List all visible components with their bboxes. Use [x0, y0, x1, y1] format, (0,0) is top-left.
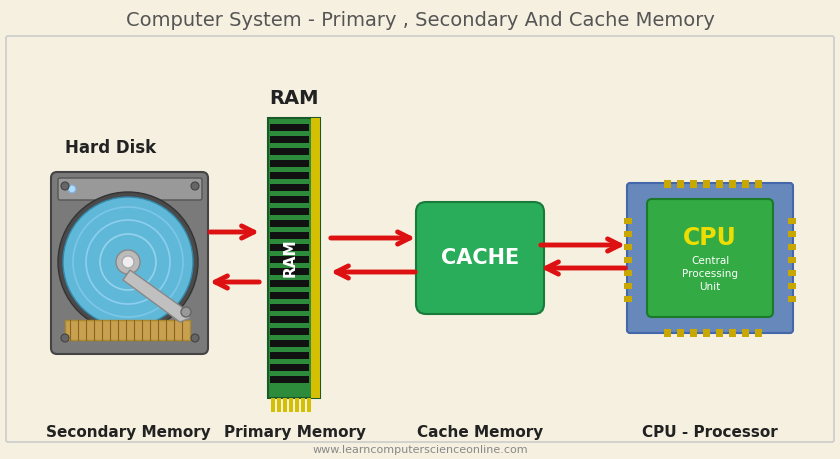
Bar [289, 398, 293, 412]
Bar [703, 180, 710, 188]
Circle shape [58, 192, 198, 332]
Bar [311, 118, 320, 398]
Circle shape [191, 182, 199, 190]
Text: Computer System - Primary , Secondary And Cache Memory: Computer System - Primary , Secondary An… [125, 11, 715, 29]
FancyBboxPatch shape [6, 36, 834, 442]
Bar [270, 172, 309, 179]
Bar [283, 398, 287, 412]
Bar [690, 329, 697, 337]
Bar [270, 160, 309, 167]
Polygon shape [123, 270, 190, 322]
Bar [271, 398, 275, 412]
Circle shape [191, 334, 199, 342]
FancyBboxPatch shape [58, 178, 202, 200]
Bar [624, 270, 632, 276]
Bar [270, 340, 309, 347]
Text: Cache Memory: Cache Memory [417, 425, 543, 440]
Text: RAM: RAM [270, 89, 318, 107]
Bar [270, 136, 309, 143]
Text: RAM: RAM [283, 239, 298, 277]
Bar [788, 218, 796, 224]
Bar [270, 376, 309, 383]
Bar [677, 180, 684, 188]
Bar [270, 364, 309, 371]
Bar [624, 296, 632, 302]
Bar [664, 329, 671, 337]
Bar [270, 256, 309, 263]
Text: Primary Memory: Primary Memory [224, 425, 366, 440]
Bar [755, 329, 762, 337]
FancyBboxPatch shape [416, 202, 544, 314]
Bar [788, 231, 796, 237]
Bar [729, 329, 736, 337]
Circle shape [61, 182, 69, 190]
Circle shape [116, 250, 140, 274]
Bar [270, 196, 309, 203]
Text: Central
Processing
Unit: Central Processing Unit [682, 256, 738, 292]
Circle shape [63, 197, 193, 327]
Bar [788, 244, 796, 250]
Bar [677, 329, 684, 337]
Bar [270, 316, 309, 323]
Text: www.learncomputerscienceonline.com: www.learncomputerscienceonline.com [312, 445, 528, 455]
Bar [270, 208, 309, 215]
Circle shape [181, 307, 191, 317]
Bar [301, 398, 305, 412]
Bar [270, 352, 309, 359]
Bar [788, 270, 796, 276]
Circle shape [122, 256, 134, 268]
Bar [270, 148, 309, 155]
Bar [270, 184, 309, 191]
Bar [664, 180, 671, 188]
Bar [742, 180, 749, 188]
FancyBboxPatch shape [647, 199, 773, 317]
FancyBboxPatch shape [627, 183, 793, 333]
Bar [788, 257, 796, 263]
Bar [788, 283, 796, 289]
Text: CPU: CPU [683, 226, 737, 250]
Bar [270, 304, 309, 311]
Bar [703, 329, 710, 337]
Bar [729, 180, 736, 188]
Bar [270, 232, 309, 239]
FancyBboxPatch shape [51, 172, 208, 354]
Text: Secondary Memory: Secondary Memory [45, 425, 210, 440]
Bar [742, 329, 749, 337]
Bar [270, 244, 309, 251]
Bar [716, 329, 723, 337]
Bar [270, 124, 309, 131]
Bar [277, 398, 281, 412]
Bar [624, 283, 632, 289]
Text: CPU - Processor: CPU - Processor [642, 425, 778, 440]
Bar [716, 180, 723, 188]
Bar [624, 218, 632, 224]
Bar [295, 398, 299, 412]
Bar [270, 280, 309, 287]
Bar [788, 296, 796, 302]
Bar [307, 398, 311, 412]
Bar [270, 292, 309, 299]
Bar [755, 180, 762, 188]
Bar [690, 180, 697, 188]
Text: Hard Disk: Hard Disk [65, 139, 156, 157]
Circle shape [61, 334, 69, 342]
Circle shape [68, 185, 76, 193]
Bar [268, 118, 320, 398]
Bar [270, 220, 309, 227]
Bar [624, 231, 632, 237]
Bar [624, 244, 632, 250]
Bar [270, 328, 309, 335]
FancyBboxPatch shape [65, 320, 190, 340]
Text: CACHE: CACHE [441, 248, 519, 268]
Bar [270, 268, 309, 275]
Bar [624, 257, 632, 263]
